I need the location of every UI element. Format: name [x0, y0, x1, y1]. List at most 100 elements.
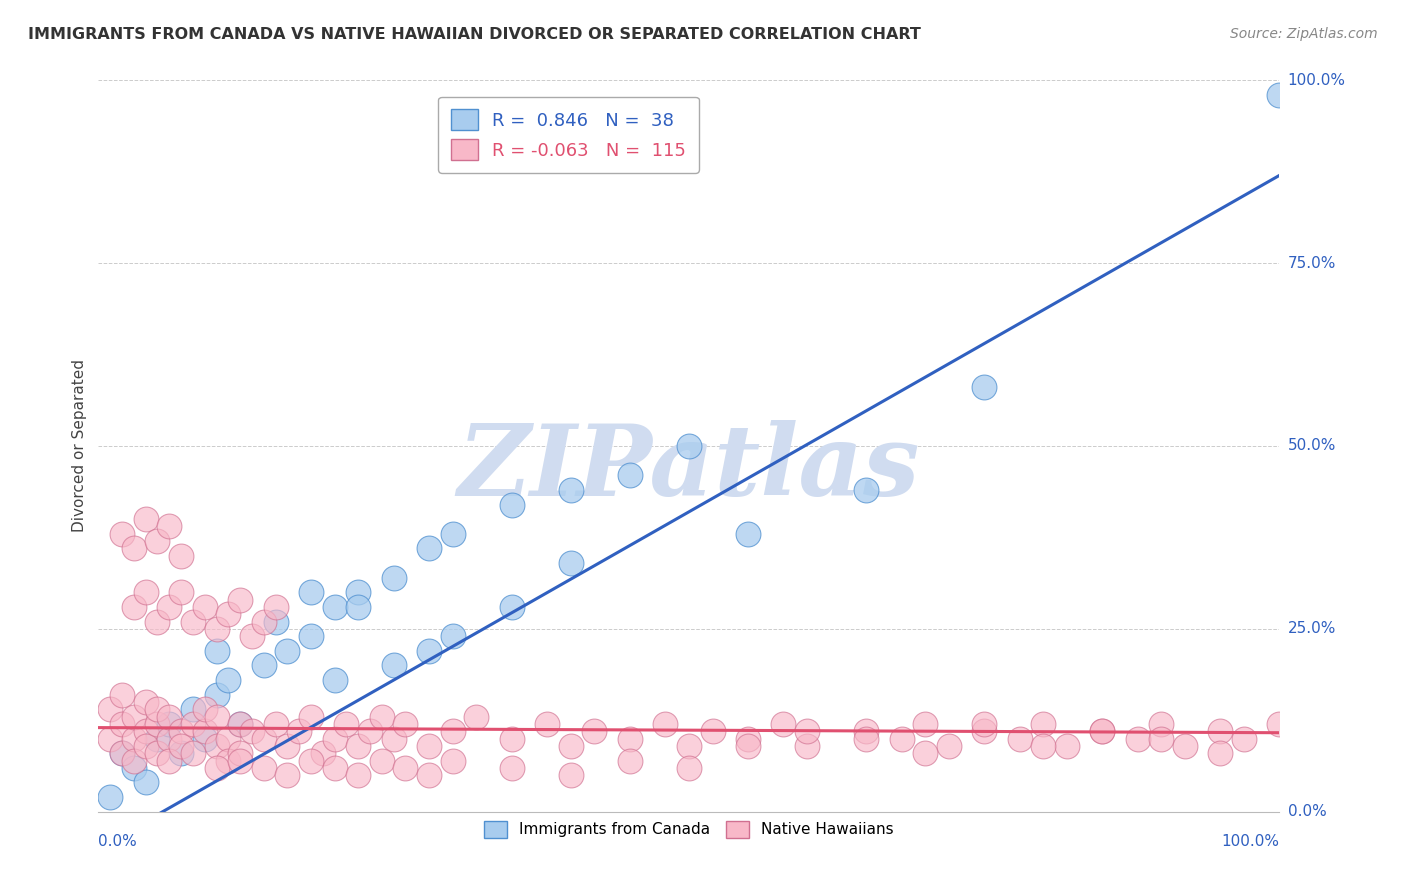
- Point: [772, 717, 794, 731]
- Point: [122, 761, 145, 775]
- Point: [501, 498, 523, 512]
- Point: [157, 599, 180, 614]
- Point: [382, 658, 405, 673]
- Point: [157, 519, 180, 533]
- Text: Source: ZipAtlas.com: Source: ZipAtlas.com: [1230, 27, 1378, 41]
- Point: [678, 761, 700, 775]
- Point: [418, 768, 440, 782]
- Point: [240, 724, 263, 739]
- Point: [1150, 717, 1173, 731]
- Point: [288, 724, 311, 739]
- Point: [98, 702, 121, 716]
- Point: [347, 599, 370, 614]
- Point: [323, 673, 346, 687]
- Point: [654, 717, 676, 731]
- Point: [914, 717, 936, 731]
- Point: [418, 541, 440, 556]
- Point: [737, 526, 759, 541]
- Point: [1174, 739, 1197, 753]
- Point: [122, 731, 145, 746]
- Text: IMMIGRANTS FROM CANADA VS NATIVE HAWAIIAN DIVORCED OR SEPARATED CORRELATION CHAR: IMMIGRANTS FROM CANADA VS NATIVE HAWAIIA…: [28, 27, 921, 42]
- Point: [253, 658, 276, 673]
- Point: [299, 709, 322, 723]
- Point: [560, 768, 582, 782]
- Point: [1056, 739, 1078, 753]
- Point: [264, 599, 287, 614]
- Point: [619, 468, 641, 483]
- Point: [312, 746, 335, 760]
- Point: [146, 615, 169, 629]
- Point: [560, 556, 582, 570]
- Point: [855, 724, 877, 739]
- Point: [1150, 731, 1173, 746]
- Point: [205, 644, 228, 658]
- Point: [217, 607, 239, 622]
- Point: [1032, 739, 1054, 753]
- Point: [170, 549, 193, 563]
- Point: [394, 717, 416, 731]
- Point: [111, 688, 134, 702]
- Point: [135, 512, 157, 526]
- Point: [619, 754, 641, 768]
- Text: 50.0%: 50.0%: [1288, 439, 1336, 453]
- Point: [560, 739, 582, 753]
- Point: [205, 688, 228, 702]
- Point: [135, 585, 157, 599]
- Point: [855, 731, 877, 746]
- Point: [619, 731, 641, 746]
- Point: [276, 739, 298, 753]
- Point: [181, 717, 204, 731]
- Point: [914, 746, 936, 760]
- Point: [253, 615, 276, 629]
- Point: [1091, 724, 1114, 739]
- Point: [194, 724, 217, 739]
- Point: [299, 754, 322, 768]
- Point: [194, 702, 217, 716]
- Point: [205, 622, 228, 636]
- Point: [583, 724, 606, 739]
- Text: 100.0%: 100.0%: [1288, 73, 1346, 87]
- Point: [737, 739, 759, 753]
- Point: [146, 717, 169, 731]
- Text: 0.0%: 0.0%: [98, 834, 138, 848]
- Point: [122, 709, 145, 723]
- Point: [111, 746, 134, 760]
- Point: [146, 731, 169, 746]
- Point: [181, 615, 204, 629]
- Text: 75.0%: 75.0%: [1288, 256, 1336, 270]
- Point: [217, 731, 239, 746]
- Point: [299, 585, 322, 599]
- Point: [418, 644, 440, 658]
- Point: [205, 739, 228, 753]
- Point: [146, 534, 169, 549]
- Point: [323, 599, 346, 614]
- Point: [1268, 717, 1291, 731]
- Point: [229, 717, 252, 731]
- Point: [135, 775, 157, 789]
- Point: [382, 731, 405, 746]
- Text: 100.0%: 100.0%: [1222, 834, 1279, 848]
- Point: [146, 702, 169, 716]
- Point: [157, 731, 180, 746]
- Point: [465, 709, 488, 723]
- Point: [796, 739, 818, 753]
- Point: [359, 724, 381, 739]
- Point: [347, 585, 370, 599]
- Point: [371, 709, 394, 723]
- Point: [170, 585, 193, 599]
- Point: [135, 695, 157, 709]
- Point: [973, 380, 995, 394]
- Point: [170, 746, 193, 760]
- Point: [501, 599, 523, 614]
- Point: [264, 717, 287, 731]
- Point: [205, 761, 228, 775]
- Point: [157, 717, 180, 731]
- Text: 25.0%: 25.0%: [1288, 622, 1336, 636]
- Point: [441, 629, 464, 643]
- Point: [501, 731, 523, 746]
- Point: [938, 739, 960, 753]
- Point: [796, 724, 818, 739]
- Point: [194, 599, 217, 614]
- Point: [157, 754, 180, 768]
- Point: [157, 709, 180, 723]
